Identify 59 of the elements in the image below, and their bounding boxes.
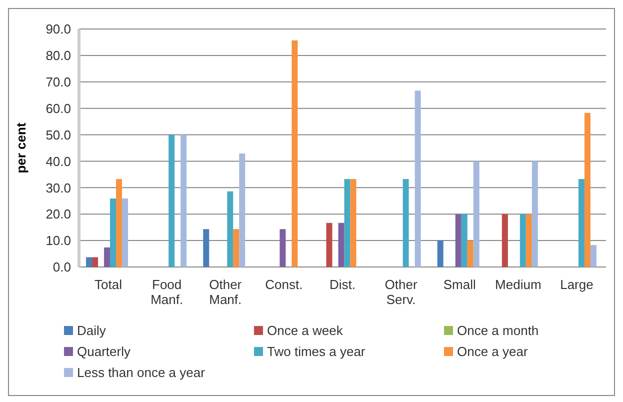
- bar: [203, 229, 210, 267]
- bar: [526, 214, 532, 267]
- x-tick-label: Const.: [265, 277, 303, 292]
- bar: [227, 191, 234, 267]
- bar: [233, 229, 240, 267]
- bar: [532, 161, 538, 267]
- legend-label: Daily: [76, 323, 107, 338]
- y-tick-label: 60.0: [46, 100, 71, 116]
- bar: [437, 240, 444, 267]
- bar: [110, 198, 116, 267]
- y-tick-label: 30.0: [46, 180, 71, 196]
- x-tick-label: Other Manf.: [209, 277, 242, 307]
- x-tick-label: Food Manf.: [150, 277, 184, 307]
- bar: [92, 257, 98, 267]
- x-tick-label: Total: [94, 277, 122, 292]
- x-tick-label: Dist.: [330, 277, 356, 292]
- bar: [280, 229, 286, 267]
- legend-label: Once a week: [266, 323, 344, 338]
- x-tick-label: Large: [560, 277, 594, 292]
- legend-label: Quarterly: [76, 344, 132, 359]
- bar: [326, 222, 332, 267]
- bar: [122, 198, 128, 267]
- bar: [414, 90, 421, 267]
- y-axis-title: per cent: [14, 122, 29, 174]
- bar: [584, 112, 590, 267]
- y-tick-label: 80.0: [46, 48, 71, 64]
- bar: [116, 178, 122, 267]
- bar: [461, 214, 468, 267]
- y-tick-label: 0.0: [52, 260, 71, 275]
- bar: [239, 154, 246, 267]
- bar: [338, 222, 344, 267]
- bar: [344, 178, 350, 267]
- legend-label: Less than once a year: [76, 365, 206, 380]
- y-tick-label: 90.0: [46, 22, 71, 37]
- bar: [473, 161, 480, 267]
- bar: [180, 134, 187, 267]
- bar: [467, 240, 474, 267]
- bar: [292, 40, 298, 267]
- bar: [590, 245, 596, 267]
- legend-label: Once a year: [456, 344, 529, 359]
- bar: [502, 214, 508, 267]
- x-tick-label: Small: [443, 277, 476, 292]
- bar: [104, 247, 110, 267]
- y-tick-label: 40.0: [46, 154, 71, 169]
- bar: [520, 214, 526, 267]
- bar: [86, 257, 92, 267]
- x-tick-label: Medium: [495, 277, 542, 292]
- x-tick-label: Other Serv.: [384, 277, 418, 307]
- bar: [402, 178, 409, 267]
- y-tick-label: 20.0: [46, 206, 71, 222]
- bar: [578, 178, 584, 267]
- bar: [350, 178, 356, 267]
- legend-label: Two times a year: [266, 344, 366, 359]
- bar: [455, 214, 462, 267]
- legend-label: Once a month: [456, 323, 540, 338]
- y-tick-label: 50.0: [46, 127, 71, 142]
- bar: [168, 134, 175, 267]
- y-tick-label: 10.0: [46, 233, 71, 248]
- y-tick-label: 70.0: [46, 74, 71, 90]
